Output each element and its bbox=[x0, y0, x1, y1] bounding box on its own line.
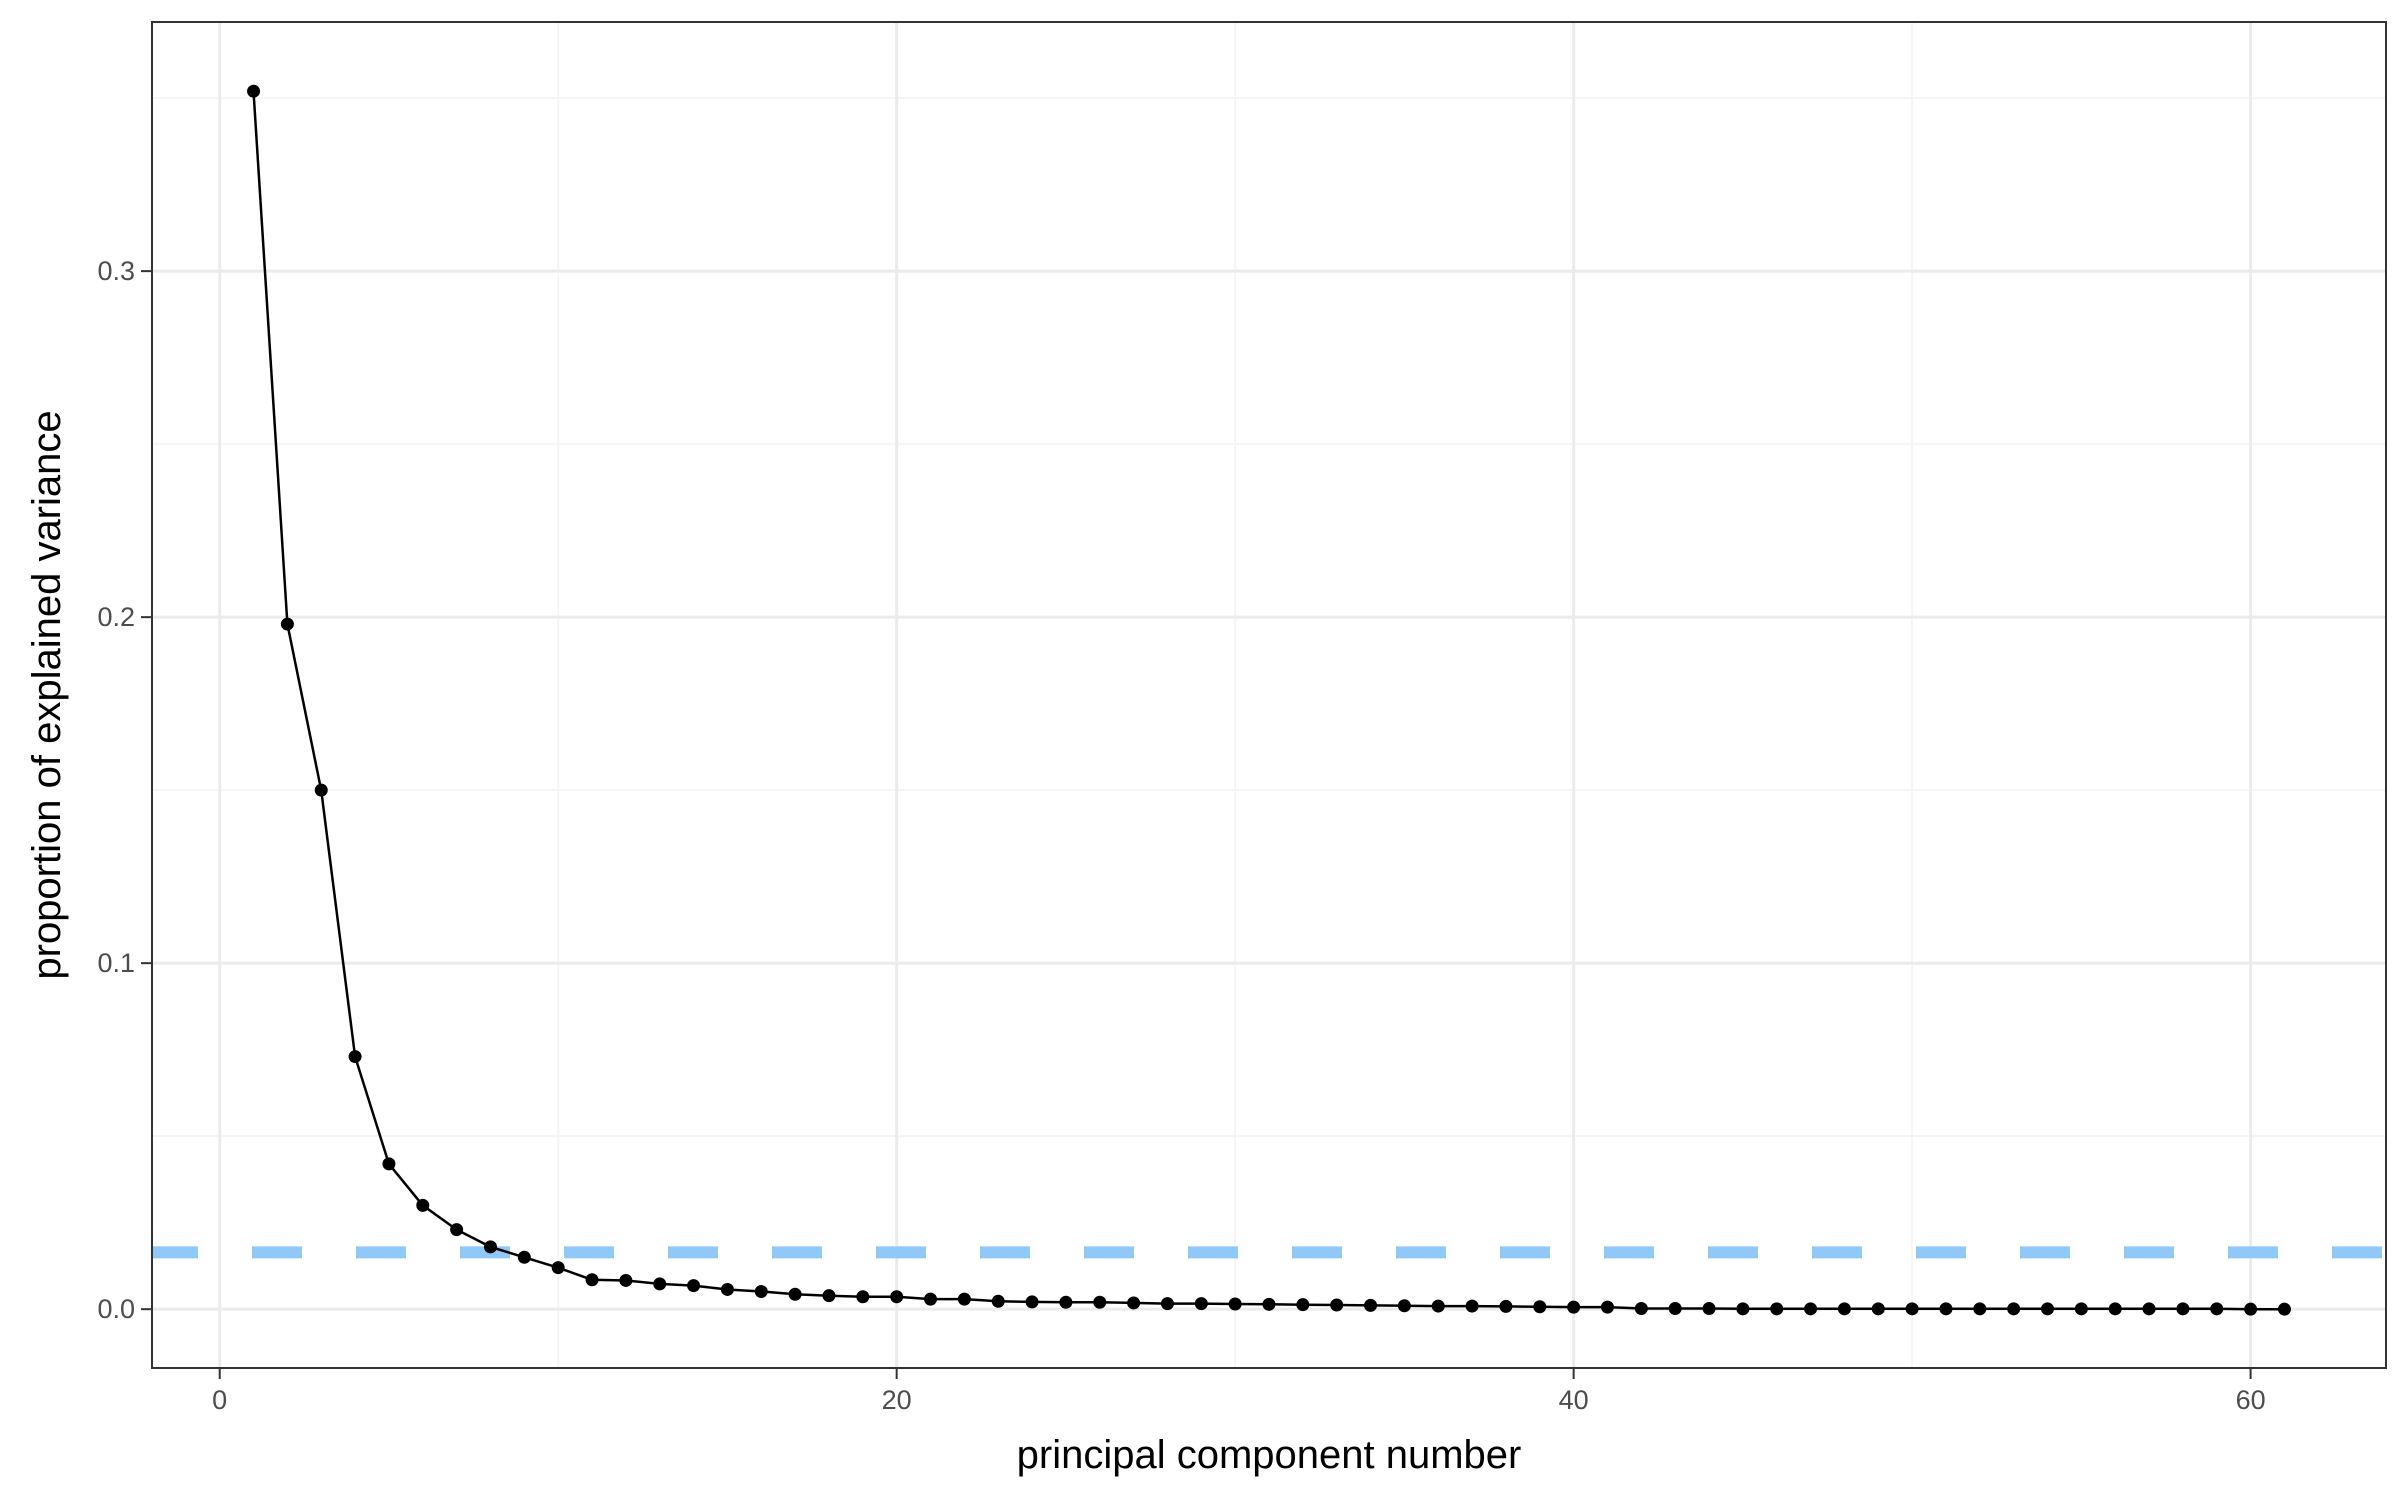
data-point bbox=[856, 1290, 870, 1304]
series-layer bbox=[247, 84, 2291, 1316]
data-point bbox=[822, 1289, 836, 1303]
data-point bbox=[1600, 1300, 1614, 1314]
data-point bbox=[1330, 1298, 1344, 1312]
data-point bbox=[1296, 1298, 1310, 1312]
data-point bbox=[2074, 1302, 2088, 1316]
data-point bbox=[1702, 1301, 1716, 1315]
data-point bbox=[2041, 1302, 2055, 1316]
data-point bbox=[720, 1282, 734, 1296]
data-point bbox=[416, 1198, 430, 1212]
x-tick-label: 60 bbox=[2236, 1385, 2266, 1415]
data-point bbox=[957, 1292, 971, 1306]
y-tick-label: 0.0 bbox=[97, 1294, 135, 1324]
data-point bbox=[1567, 1300, 1581, 1314]
data-point bbox=[754, 1285, 768, 1299]
minor-gridlines bbox=[152, 22, 2386, 1368]
data-point bbox=[1634, 1301, 1648, 1315]
data-point bbox=[348, 1050, 362, 1064]
x-tick-label: 40 bbox=[1559, 1385, 1589, 1415]
data-point bbox=[314, 783, 328, 797]
data-point bbox=[1905, 1302, 1919, 1316]
data-point bbox=[2007, 1302, 2021, 1316]
data-point bbox=[2142, 1302, 2156, 1316]
data-point bbox=[1262, 1297, 1276, 1311]
data-point bbox=[619, 1273, 633, 1287]
data-point bbox=[1668, 1301, 1682, 1315]
data-point bbox=[687, 1279, 701, 1293]
data-point bbox=[551, 1261, 565, 1275]
data-point bbox=[1736, 1302, 1750, 1316]
data-point bbox=[2176, 1302, 2190, 1316]
y-tick-label: 0.1 bbox=[97, 948, 135, 978]
data-point bbox=[1127, 1296, 1141, 1310]
data-point bbox=[585, 1273, 599, 1287]
data-point bbox=[653, 1277, 667, 1291]
y-axis-title: proportion of explained variance bbox=[25, 410, 69, 979]
data-point bbox=[1431, 1299, 1445, 1313]
data-point bbox=[1093, 1295, 1107, 1309]
data-point bbox=[1499, 1299, 1513, 1313]
data-point bbox=[1025, 1295, 1039, 1309]
data-point bbox=[483, 1240, 497, 1254]
x-axis: 0 20 40 60 bbox=[212, 1368, 2266, 1415]
data-point bbox=[1465, 1299, 1479, 1313]
data-point bbox=[382, 1157, 396, 1171]
data-point bbox=[1804, 1302, 1818, 1316]
data-point bbox=[890, 1290, 904, 1304]
major-gridlines bbox=[152, 22, 2386, 1368]
data-point bbox=[2210, 1302, 2224, 1316]
data-point bbox=[1059, 1295, 1073, 1309]
data-point bbox=[1973, 1302, 1987, 1316]
y-axis: 0.0 0.1 0.2 0.3 bbox=[97, 256, 152, 1324]
panel-border bbox=[151, 21, 2387, 1369]
x-tick-label: 0 bbox=[212, 1385, 227, 1415]
data-point bbox=[1939, 1302, 1953, 1316]
data-point bbox=[1871, 1302, 1885, 1316]
data-point bbox=[280, 617, 294, 631]
data-point bbox=[1837, 1302, 1851, 1316]
data-point bbox=[1364, 1298, 1378, 1312]
data-point bbox=[991, 1294, 1005, 1308]
y-tick-label: 0.3 bbox=[97, 256, 135, 286]
data-point bbox=[1228, 1297, 1242, 1311]
data-point bbox=[1770, 1302, 1784, 1316]
data-point bbox=[2244, 1302, 2258, 1316]
data-point bbox=[1533, 1300, 1547, 1314]
data-point bbox=[517, 1250, 531, 1264]
data-point bbox=[1194, 1297, 1208, 1311]
x-axis-title: principal component number bbox=[1017, 1433, 1522, 1477]
x-tick-label: 20 bbox=[882, 1385, 912, 1415]
data-point bbox=[788, 1287, 802, 1301]
y-tick-label: 0.2 bbox=[97, 602, 135, 632]
data-point bbox=[2108, 1302, 2122, 1316]
data-point bbox=[247, 84, 261, 98]
data-point bbox=[450, 1223, 464, 1237]
data-point bbox=[924, 1292, 938, 1306]
data-point bbox=[1397, 1299, 1411, 1313]
data-point bbox=[2277, 1302, 2291, 1316]
data-point bbox=[1160, 1297, 1174, 1311]
